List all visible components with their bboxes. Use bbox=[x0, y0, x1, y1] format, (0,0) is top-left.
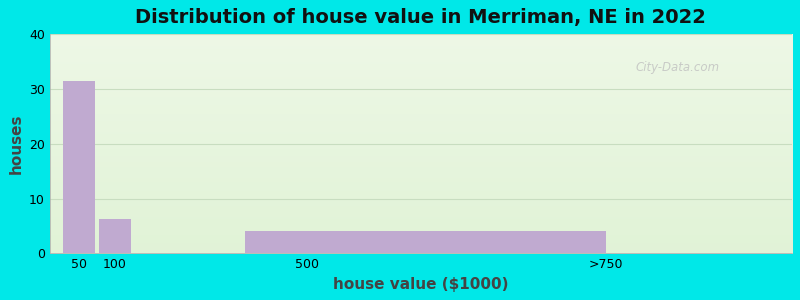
Title: Distribution of house value in Merriman, NE in 2022: Distribution of house value in Merriman,… bbox=[135, 8, 706, 27]
Bar bbox=[245, 231, 606, 253]
Bar bbox=[99, 219, 131, 253]
Text: City-Data.com: City-Data.com bbox=[636, 61, 720, 74]
X-axis label: house value ($1000): house value ($1000) bbox=[333, 277, 508, 292]
Bar bbox=[63, 81, 94, 253]
Y-axis label: houses: houses bbox=[8, 114, 23, 174]
